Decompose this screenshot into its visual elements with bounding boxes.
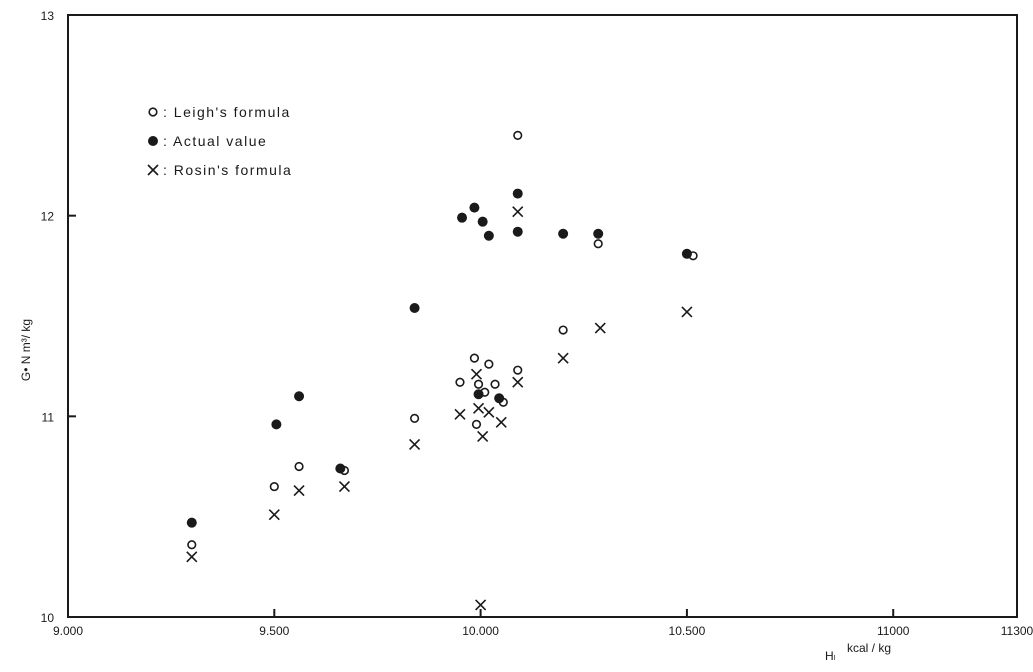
x-tick-label: 11300	[1001, 624, 1033, 638]
actual-point	[335, 463, 346, 474]
rosin-point	[472, 402, 485, 414]
rosin-point	[186, 551, 198, 563]
actual-point	[457, 212, 468, 223]
x-tick-label: 10.000	[462, 624, 499, 638]
tick-labels: 9.000 9.500 10.000 10.500 11000 11300 10 11 12 13	[41, 9, 1033, 638]
actual-point	[512, 188, 523, 199]
leigh-point	[593, 239, 603, 249]
leigh-point	[455, 377, 465, 387]
rosin-point	[512, 206, 524, 218]
x-tick-label: 11000	[877, 624, 910, 638]
rosin-point	[495, 416, 507, 428]
legend-label: : Rosin's formula	[163, 162, 292, 178]
y-tick-label: 12	[41, 210, 55, 224]
rosin-point	[475, 599, 487, 611]
legend-label: : Actual value	[163, 133, 267, 149]
rosin-point	[512, 376, 524, 388]
plot-frame	[67, 14, 1018, 618]
x-tick-label: 9.000	[53, 624, 83, 638]
leigh-point	[469, 353, 480, 363]
legend-label: : Leigh's formula	[163, 104, 291, 120]
legend-marker-actual-point	[148, 136, 158, 146]
actual-point	[494, 393, 505, 404]
actual-point	[477, 216, 488, 227]
rosin-point	[477, 430, 489, 442]
leigh-point	[558, 325, 568, 335]
rosin-point	[681, 306, 693, 318]
actual-point	[409, 302, 420, 313]
x-axis-label: Hₗ	[825, 649, 836, 663]
actual-point	[469, 202, 480, 213]
y-tick-label: 10	[41, 611, 55, 625]
leigh-point	[490, 379, 500, 389]
x-tick-label: 10.500	[669, 624, 706, 638]
rosin-point	[594, 322, 606, 334]
leigh-point	[269, 481, 279, 492]
x-axis-units: kcal / kg	[847, 641, 891, 655]
actual-point	[473, 389, 484, 400]
legend-marker-rosin-point	[147, 164, 159, 176]
actual-point	[593, 228, 604, 239]
legend: : Leigh's formula : Actual value : Rosin's…	[147, 104, 292, 178]
leigh-point	[513, 365, 523, 375]
actual-point	[483, 230, 494, 241]
leigh-point	[294, 461, 304, 472]
rosin-point	[409, 438, 421, 450]
actual-point	[186, 517, 197, 528]
rosin-point	[470, 368, 483, 380]
legend-marker-leigh-point	[148, 107, 158, 117]
rosin-point	[338, 481, 351, 493]
leigh-point	[409, 413, 420, 423]
actual-point	[294, 391, 305, 402]
leigh-point	[471, 419, 482, 429]
y-tick-label: 11	[42, 410, 55, 424]
leigh-point	[473, 379, 484, 389]
rosin-point	[483, 406, 495, 418]
leigh-point	[513, 130, 523, 140]
data-points	[186, 130, 698, 611]
rosin-point	[268, 509, 280, 521]
rosin-point	[454, 408, 466, 420]
actual-point	[681, 248, 692, 259]
leigh-point	[187, 540, 197, 550]
actual-point	[558, 228, 569, 239]
actual-point	[271, 419, 282, 430]
y-axis-label: G• N m³/ kg	[19, 319, 33, 381]
y-tick-label: 13	[41, 9, 55, 23]
axis-labels: Hₗ kcal / kg G• N m³/ kg	[19, 319, 891, 663]
rosin-point	[293, 485, 305, 497]
x-tick-label: 9.500	[259, 624, 289, 638]
actual-point	[512, 226, 523, 237]
rosin-point	[557, 352, 569, 364]
axes	[67, 14, 1018, 618]
leigh-point	[484, 359, 494, 369]
